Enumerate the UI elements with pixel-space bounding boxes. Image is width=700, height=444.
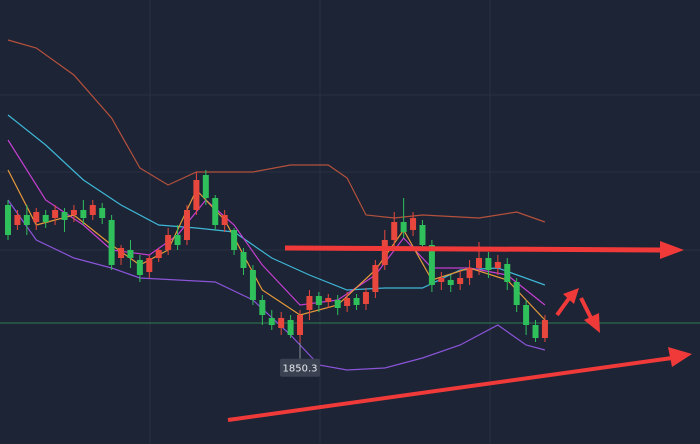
candle-body (438, 278, 445, 282)
candle-body (353, 298, 360, 305)
candle-body (334, 300, 341, 308)
candle-body (268, 318, 275, 325)
drawn-arrows (227, 241, 692, 422)
candle-body (240, 252, 247, 268)
indicator-line (7, 114, 546, 291)
candle-body (457, 278, 464, 284)
candle-body (306, 296, 313, 310)
candle-body (504, 264, 511, 282)
candle-body (80, 210, 87, 218)
indicator-line (7, 169, 546, 321)
candle-body (61, 212, 68, 220)
arrow (227, 356, 673, 422)
candle-body (410, 218, 417, 230)
arrow (579, 297, 593, 319)
candle-body (381, 240, 388, 265)
plot: 1850.3 (0, 39, 700, 377)
candle-body (466, 268, 473, 278)
candle-body (23, 215, 30, 225)
candle-body (165, 235, 172, 250)
candle-body (362, 292, 369, 304)
candle-body (523, 305, 530, 325)
candle-body (400, 222, 407, 232)
candle-body (99, 208, 106, 218)
candle-body (532, 325, 539, 338)
annotation-label: 1850.3 (283, 363, 318, 374)
candle-body (287, 320, 294, 335)
arrow (284, 245, 663, 253)
candle-body (33, 212, 40, 222)
candle-body (297, 315, 304, 335)
candle-body (447, 280, 454, 285)
arrow-head (660, 241, 684, 259)
candle-body (193, 180, 200, 210)
candle-body (476, 258, 482, 268)
candle-body (391, 222, 398, 240)
candle-body (344, 298, 351, 306)
candle-body (127, 250, 134, 258)
candle-body (428, 245, 435, 285)
candle-body (118, 248, 125, 258)
arrow-head (668, 347, 692, 367)
candle-body (541, 320, 548, 338)
candle-body (259, 300, 266, 315)
candle-body (212, 198, 219, 225)
candle-body (485, 258, 492, 270)
indicator-line (7, 39, 546, 223)
candle-body (89, 205, 96, 215)
arrow (555, 295, 572, 317)
candle-body (146, 258, 153, 272)
candle-body (52, 210, 59, 218)
candle-body (5, 205, 11, 235)
candle-body (174, 235, 181, 245)
candle-body (494, 262, 501, 268)
candle-body (14, 215, 21, 225)
candle-body (372, 265, 379, 292)
candle-body (249, 270, 256, 300)
candle-body (108, 220, 115, 265)
annotation-box (280, 358, 321, 377)
candle-body (221, 215, 228, 225)
candle-body (419, 225, 426, 245)
arrow-head (584, 313, 600, 333)
indicator-line (7, 139, 546, 306)
candle-body (70, 210, 77, 215)
candle-body (183, 210, 190, 240)
candle-body (315, 296, 322, 305)
candle-body (136, 260, 143, 275)
candle-body (231, 230, 238, 250)
candle-body (325, 298, 332, 302)
candle-body (513, 282, 520, 305)
candle-body (42, 215, 49, 222)
candle-body (155, 250, 162, 258)
candle-body (278, 318, 285, 328)
candle-body (202, 175, 209, 198)
arrow-head (563, 288, 579, 304)
